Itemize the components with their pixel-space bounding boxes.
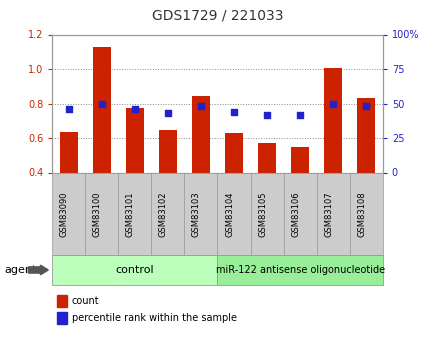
- Point: [197, 104, 204, 109]
- Text: GSM83101: GSM83101: [125, 191, 135, 237]
- Text: GDS1729 / 221033: GDS1729 / 221033: [151, 9, 283, 23]
- Text: GSM83108: GSM83108: [356, 191, 365, 237]
- Text: count: count: [72, 296, 99, 306]
- Point: [230, 109, 237, 115]
- Text: GSM83103: GSM83103: [191, 191, 201, 237]
- Bar: [158, 130, 177, 172]
- Bar: [323, 68, 342, 172]
- Point: [131, 106, 138, 112]
- Bar: [59, 132, 78, 172]
- Bar: [356, 98, 375, 172]
- Point: [362, 104, 369, 109]
- Text: miR-122 antisense oligonucleotide: miR-122 antisense oligonucleotide: [215, 265, 384, 275]
- Point: [65, 106, 72, 112]
- Text: percentile rank within the sample: percentile rank within the sample: [72, 314, 236, 323]
- Text: GSM83106: GSM83106: [290, 191, 299, 237]
- Text: GSM83100: GSM83100: [92, 191, 102, 237]
- Text: GSM83105: GSM83105: [257, 191, 266, 237]
- Text: GSM83090: GSM83090: [59, 191, 69, 237]
- Point: [329, 101, 336, 106]
- Bar: [191, 96, 210, 172]
- Point: [164, 110, 171, 116]
- Bar: [257, 143, 276, 172]
- Text: GSM83104: GSM83104: [224, 191, 233, 237]
- Point: [296, 112, 303, 117]
- Text: GSM83102: GSM83102: [158, 191, 168, 237]
- Bar: [125, 108, 144, 172]
- Text: GSM83107: GSM83107: [323, 191, 332, 237]
- Bar: [92, 47, 111, 172]
- Point: [98, 101, 105, 106]
- Point: [263, 112, 270, 117]
- Bar: [290, 148, 309, 172]
- Text: agent: agent: [4, 265, 36, 275]
- Bar: [224, 133, 243, 172]
- Text: control: control: [115, 265, 154, 275]
